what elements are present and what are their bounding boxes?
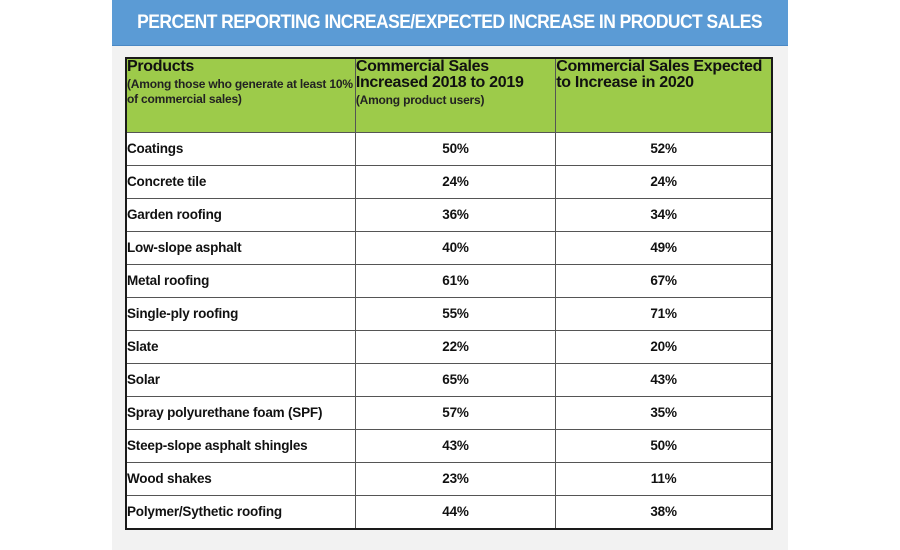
sales-table: Products (Among those who generate at le…: [125, 57, 773, 530]
increased-2018-2019-cell: 22%: [354, 329, 557, 364]
increased-2018-2019-cell: 55%: [354, 296, 557, 331]
product-cell: Steep-slope asphalt shingles: [125, 428, 356, 463]
expected-2020-cell: 67%: [555, 263, 773, 298]
expected-2020-cell: 43%: [555, 362, 773, 397]
product-cell: Garden roofing: [125, 197, 356, 232]
increased-2018-2019-cell: 50%: [354, 131, 557, 166]
column-header-title: Commercial Sales Expected to Increase in…: [556, 58, 763, 91]
product-cell: Coatings: [125, 131, 356, 166]
increased-2018-2019-cell: 43%: [354, 428, 557, 463]
table-row: Metal roofing 61% 67%: [125, 263, 773, 298]
column-header-title: Products: [127, 58, 194, 75]
table-row: Slate 22% 20%: [125, 329, 773, 364]
expected-2020-cell: 24%: [555, 164, 773, 199]
product-cell: Single-ply roofing: [125, 296, 356, 331]
product-cell: Spray polyurethane foam (SPF): [125, 395, 356, 430]
product-cell: Polymer/Sythetic roofing: [125, 494, 356, 529]
expected-2020-cell: 38%: [555, 494, 773, 529]
expected-2020-cell: 11%: [555, 461, 773, 496]
table-row: Spray polyurethane foam (SPF) 57% 35%: [125, 395, 773, 430]
table-row: Steep-slope asphalt shingles 43% 50%: [125, 428, 773, 463]
expected-2020-cell: 71%: [555, 296, 773, 331]
table-row: Concrete tile 24% 24%: [125, 164, 773, 199]
table-body: Coatings 50% 52% Concrete tile 24% 24% Garden …: [125, 131, 773, 529]
table-row: Polymer/Sythetic roofing 44% 38%: [125, 494, 773, 529]
increased-2018-2019-cell: 57%: [354, 395, 557, 430]
column-header-expected-2020: Commercial Sales Expected to Increase in…: [555, 57, 773, 133]
increased-2018-2019-cell: 40%: [354, 230, 557, 265]
product-cell: Metal roofing: [125, 263, 356, 298]
table-row: Solar 65% 43%: [125, 362, 773, 397]
expected-2020-cell: 35%: [555, 395, 773, 430]
table-row: Coatings 50% 52%: [125, 131, 773, 166]
column-header-increased-2018-2019: Commercial Sales Increased 2018 to 2019 …: [354, 57, 557, 133]
product-cell: Concrete tile: [125, 164, 356, 199]
increased-2018-2019-cell: 24%: [354, 164, 557, 199]
table-row: Garden roofing 36% 34%: [125, 197, 773, 232]
product-cell: Low-slope asphalt: [125, 230, 356, 265]
expected-2020-cell: 50%: [555, 428, 773, 463]
column-header-products: Products (Among those who generate at le…: [125, 57, 356, 133]
expected-2020-cell: 49%: [555, 230, 773, 265]
product-cell: Wood shakes: [125, 461, 356, 496]
expected-2020-cell: 20%: [555, 329, 773, 364]
title-banner: PERCENT REPORTING INCREASE/EXPECTED INCR…: [112, 0, 788, 46]
page-title: PERCENT REPORTING INCREASE/EXPECTED INCR…: [137, 11, 763, 33]
column-header-note: (Among those who generate at least 10% o…: [127, 77, 353, 106]
column-header-note: (Among product users): [355, 93, 485, 107]
increased-2018-2019-cell: 44%: [354, 494, 557, 529]
header-row: Products (Among those who generate at le…: [125, 57, 773, 133]
table-row: Wood shakes 23% 11%: [125, 461, 773, 496]
column-header-title: Commercial Sales Increased 2018 to 2019: [355, 58, 524, 91]
increased-2018-2019-cell: 65%: [354, 362, 557, 397]
increased-2018-2019-cell: 36%: [354, 197, 557, 232]
product-cell: Solar: [125, 362, 356, 397]
increased-2018-2019-cell: 61%: [354, 263, 557, 298]
expected-2020-cell: 34%: [555, 197, 773, 232]
table-row: Low-slope asphalt 40% 49%: [125, 230, 773, 265]
increased-2018-2019-cell: 23%: [354, 461, 557, 496]
product-cell: Slate: [125, 329, 356, 364]
table-row: Single-ply roofing 55% 71%: [125, 296, 773, 331]
expected-2020-cell: 52%: [555, 131, 773, 166]
